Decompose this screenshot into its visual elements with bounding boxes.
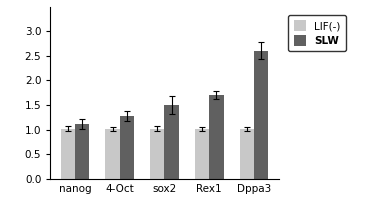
Bar (209, 95, 224, 179)
Bar (254, 51, 268, 179)
Bar (195, 129, 209, 179)
Bar (75, 124, 89, 179)
Legend: LIF(-), SLW: LIF(-), SLW (288, 15, 346, 51)
Bar (164, 105, 179, 179)
Bar (61, 129, 75, 179)
Bar (240, 129, 254, 179)
Bar (105, 129, 120, 179)
Bar (120, 116, 134, 179)
Bar (150, 129, 164, 179)
